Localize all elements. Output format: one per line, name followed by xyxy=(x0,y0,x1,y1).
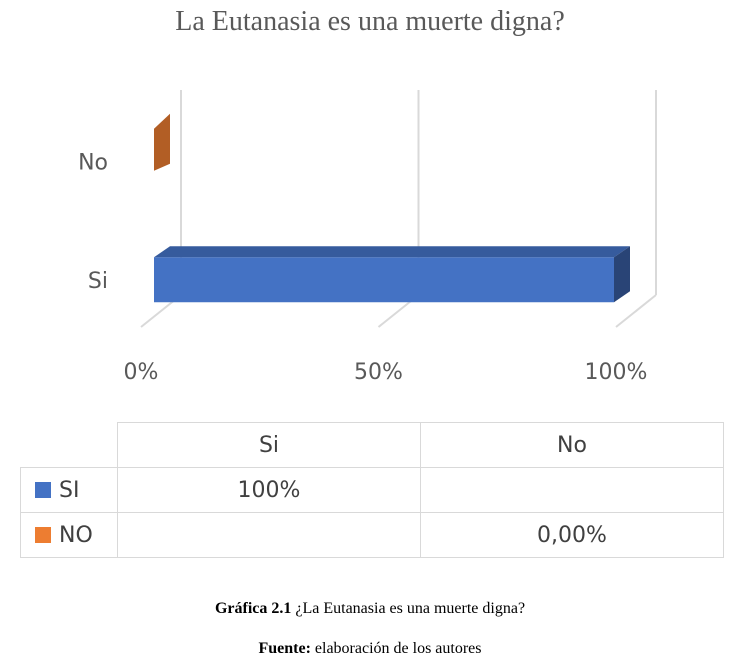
x-tick-label-0: 0% xyxy=(124,360,159,385)
caption-text: ¿La Eutanasia es una muerte digna? xyxy=(295,600,526,617)
table-cell-no-no: 0,00% xyxy=(420,512,724,558)
figure-source: Fuente: elaboración de los autores xyxy=(0,640,740,658)
table-row-label-no: NO xyxy=(20,512,118,558)
source-label: Fuente: xyxy=(258,640,311,657)
table-row-label-si: SI xyxy=(20,467,118,513)
chart-title: La Eutanasia es una muerte digna? xyxy=(175,6,565,37)
table-cell-si-no xyxy=(420,467,724,513)
table-cell-si-si: 100% xyxy=(117,467,421,513)
data-table: Si No SI 100% NO 0,00% xyxy=(20,422,724,558)
x-tick-label-50: 50% xyxy=(354,360,403,385)
table-header-no: No xyxy=(420,422,724,468)
table-header-si: Si xyxy=(117,422,421,468)
legend-key-no xyxy=(35,526,51,543)
category-label-si: Si xyxy=(88,269,108,294)
legend-label-no: NO xyxy=(59,522,93,548)
bar-side-si-si xyxy=(614,246,630,303)
bar-chart: No Si 0% 50% 100% xyxy=(78,90,657,385)
table-cell-no-si xyxy=(117,512,421,558)
category-label-no: No xyxy=(78,150,108,175)
floor-gridline-100 xyxy=(615,294,657,328)
bar-top-si-si xyxy=(154,246,630,258)
figure-caption: Gráfica 2.1 ¿La Eutanasia es una muerte … xyxy=(0,600,740,618)
x-tick-label-100: 100% xyxy=(585,360,648,385)
bar-no-no xyxy=(154,113,170,171)
caption-label: Gráfica 2.1 xyxy=(214,600,292,617)
bar-si-si xyxy=(154,257,614,303)
table-header-row: Si No xyxy=(20,422,724,468)
table-row: NO 0,00% xyxy=(20,512,724,558)
table-corner-cell xyxy=(20,422,118,468)
legend-key-si xyxy=(35,481,51,498)
table-row: SI 100% xyxy=(20,467,724,513)
legend-label-si: SI xyxy=(59,477,80,503)
source-text: elaboración de los autores xyxy=(314,640,482,657)
